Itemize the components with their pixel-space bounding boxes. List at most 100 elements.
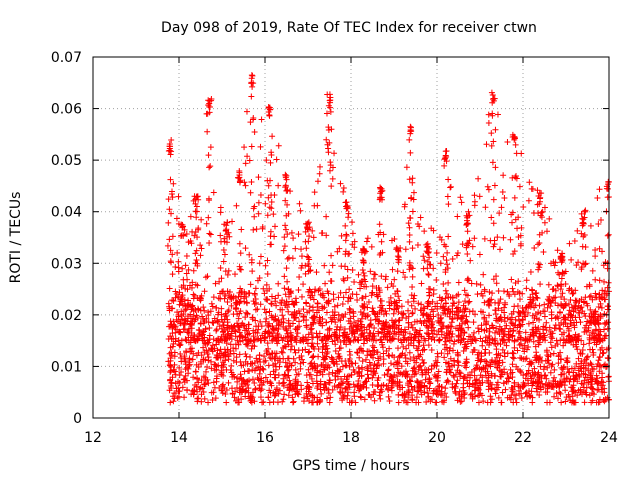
data-point	[534, 376, 541, 383]
data-point	[329, 316, 336, 323]
data-point	[165, 219, 172, 226]
data-point	[396, 353, 403, 360]
data-point	[572, 305, 579, 312]
data-point	[337, 289, 344, 296]
data-point	[466, 383, 473, 390]
data-point	[180, 376, 187, 383]
data-point	[553, 390, 560, 397]
data-point	[487, 363, 494, 370]
data-point	[300, 314, 307, 321]
data-point	[202, 274, 209, 281]
data-point	[317, 368, 324, 375]
data-point	[522, 356, 529, 363]
data-point	[292, 382, 299, 389]
data-point	[477, 281, 484, 288]
data-point	[249, 268, 256, 275]
data-point	[421, 389, 428, 396]
data-point	[381, 372, 388, 379]
data-point	[535, 369, 542, 376]
data-point	[447, 183, 454, 190]
data-point	[590, 391, 597, 398]
x-tick-label: 22	[514, 430, 532, 446]
data-point	[573, 360, 580, 367]
data-point	[578, 368, 585, 375]
data-point	[406, 349, 413, 356]
data-point	[375, 284, 382, 291]
data-point	[334, 248, 341, 255]
data-point	[488, 142, 495, 149]
data-point	[226, 334, 233, 341]
data-point	[350, 381, 357, 388]
y-tick-label: 0.06	[51, 102, 82, 118]
data-point	[463, 359, 470, 366]
data-point	[292, 349, 299, 356]
data-point	[184, 387, 191, 394]
data-point	[534, 388, 541, 395]
data-point	[281, 234, 288, 241]
data-point	[229, 371, 236, 378]
data-point	[565, 368, 572, 375]
data-point	[391, 276, 398, 283]
data-point	[359, 277, 366, 284]
data-point	[406, 330, 413, 337]
data-point	[481, 288, 488, 295]
data-point	[206, 240, 213, 247]
data-point	[268, 293, 275, 300]
data-point	[547, 369, 554, 376]
data-point	[406, 136, 413, 143]
data-point	[415, 343, 422, 350]
data-point	[493, 351, 500, 358]
data-point	[555, 395, 561, 402]
data-point	[499, 359, 506, 366]
data-point	[167, 369, 174, 376]
data-point	[337, 324, 344, 331]
data-point	[282, 334, 289, 341]
data-point	[445, 378, 452, 385]
data-point	[388, 280, 395, 287]
data-point	[368, 243, 375, 250]
data-point	[511, 379, 518, 386]
data-point	[269, 322, 276, 329]
data-point	[238, 266, 245, 273]
data-point	[262, 318, 269, 325]
data-point	[346, 384, 353, 391]
data-point	[337, 180, 344, 187]
data-point	[556, 309, 563, 316]
data-point	[518, 224, 525, 231]
data-point	[180, 321, 187, 328]
data-point	[427, 380, 434, 387]
data-point	[244, 342, 251, 349]
data-point	[250, 116, 257, 123]
data-point	[594, 360, 601, 367]
data-point	[216, 323, 223, 330]
data-point	[556, 389, 563, 396]
data-point	[332, 348, 339, 355]
data-point	[430, 290, 437, 297]
data-point	[445, 233, 452, 240]
data-point	[573, 297, 580, 304]
data-point	[346, 286, 353, 293]
data-point	[415, 364, 422, 371]
data-point	[168, 380, 175, 387]
data-point	[480, 271, 487, 278]
data-point	[378, 336, 385, 343]
data-point	[237, 285, 244, 292]
data-point	[420, 310, 427, 317]
data-point	[560, 329, 567, 336]
data-point	[232, 333, 239, 340]
data-point	[529, 312, 536, 319]
data-point	[524, 309, 531, 316]
data-point	[601, 296, 608, 303]
data-point	[367, 317, 374, 324]
data-point	[587, 222, 594, 229]
data-point	[210, 389, 217, 396]
data-point	[568, 256, 575, 263]
data-point	[256, 385, 263, 392]
data-point	[457, 373, 464, 380]
data-point	[362, 378, 369, 385]
data-point	[573, 343, 580, 350]
data-point	[597, 217, 604, 224]
data-point	[222, 227, 229, 234]
data-point	[564, 358, 571, 365]
data-point	[461, 329, 468, 336]
